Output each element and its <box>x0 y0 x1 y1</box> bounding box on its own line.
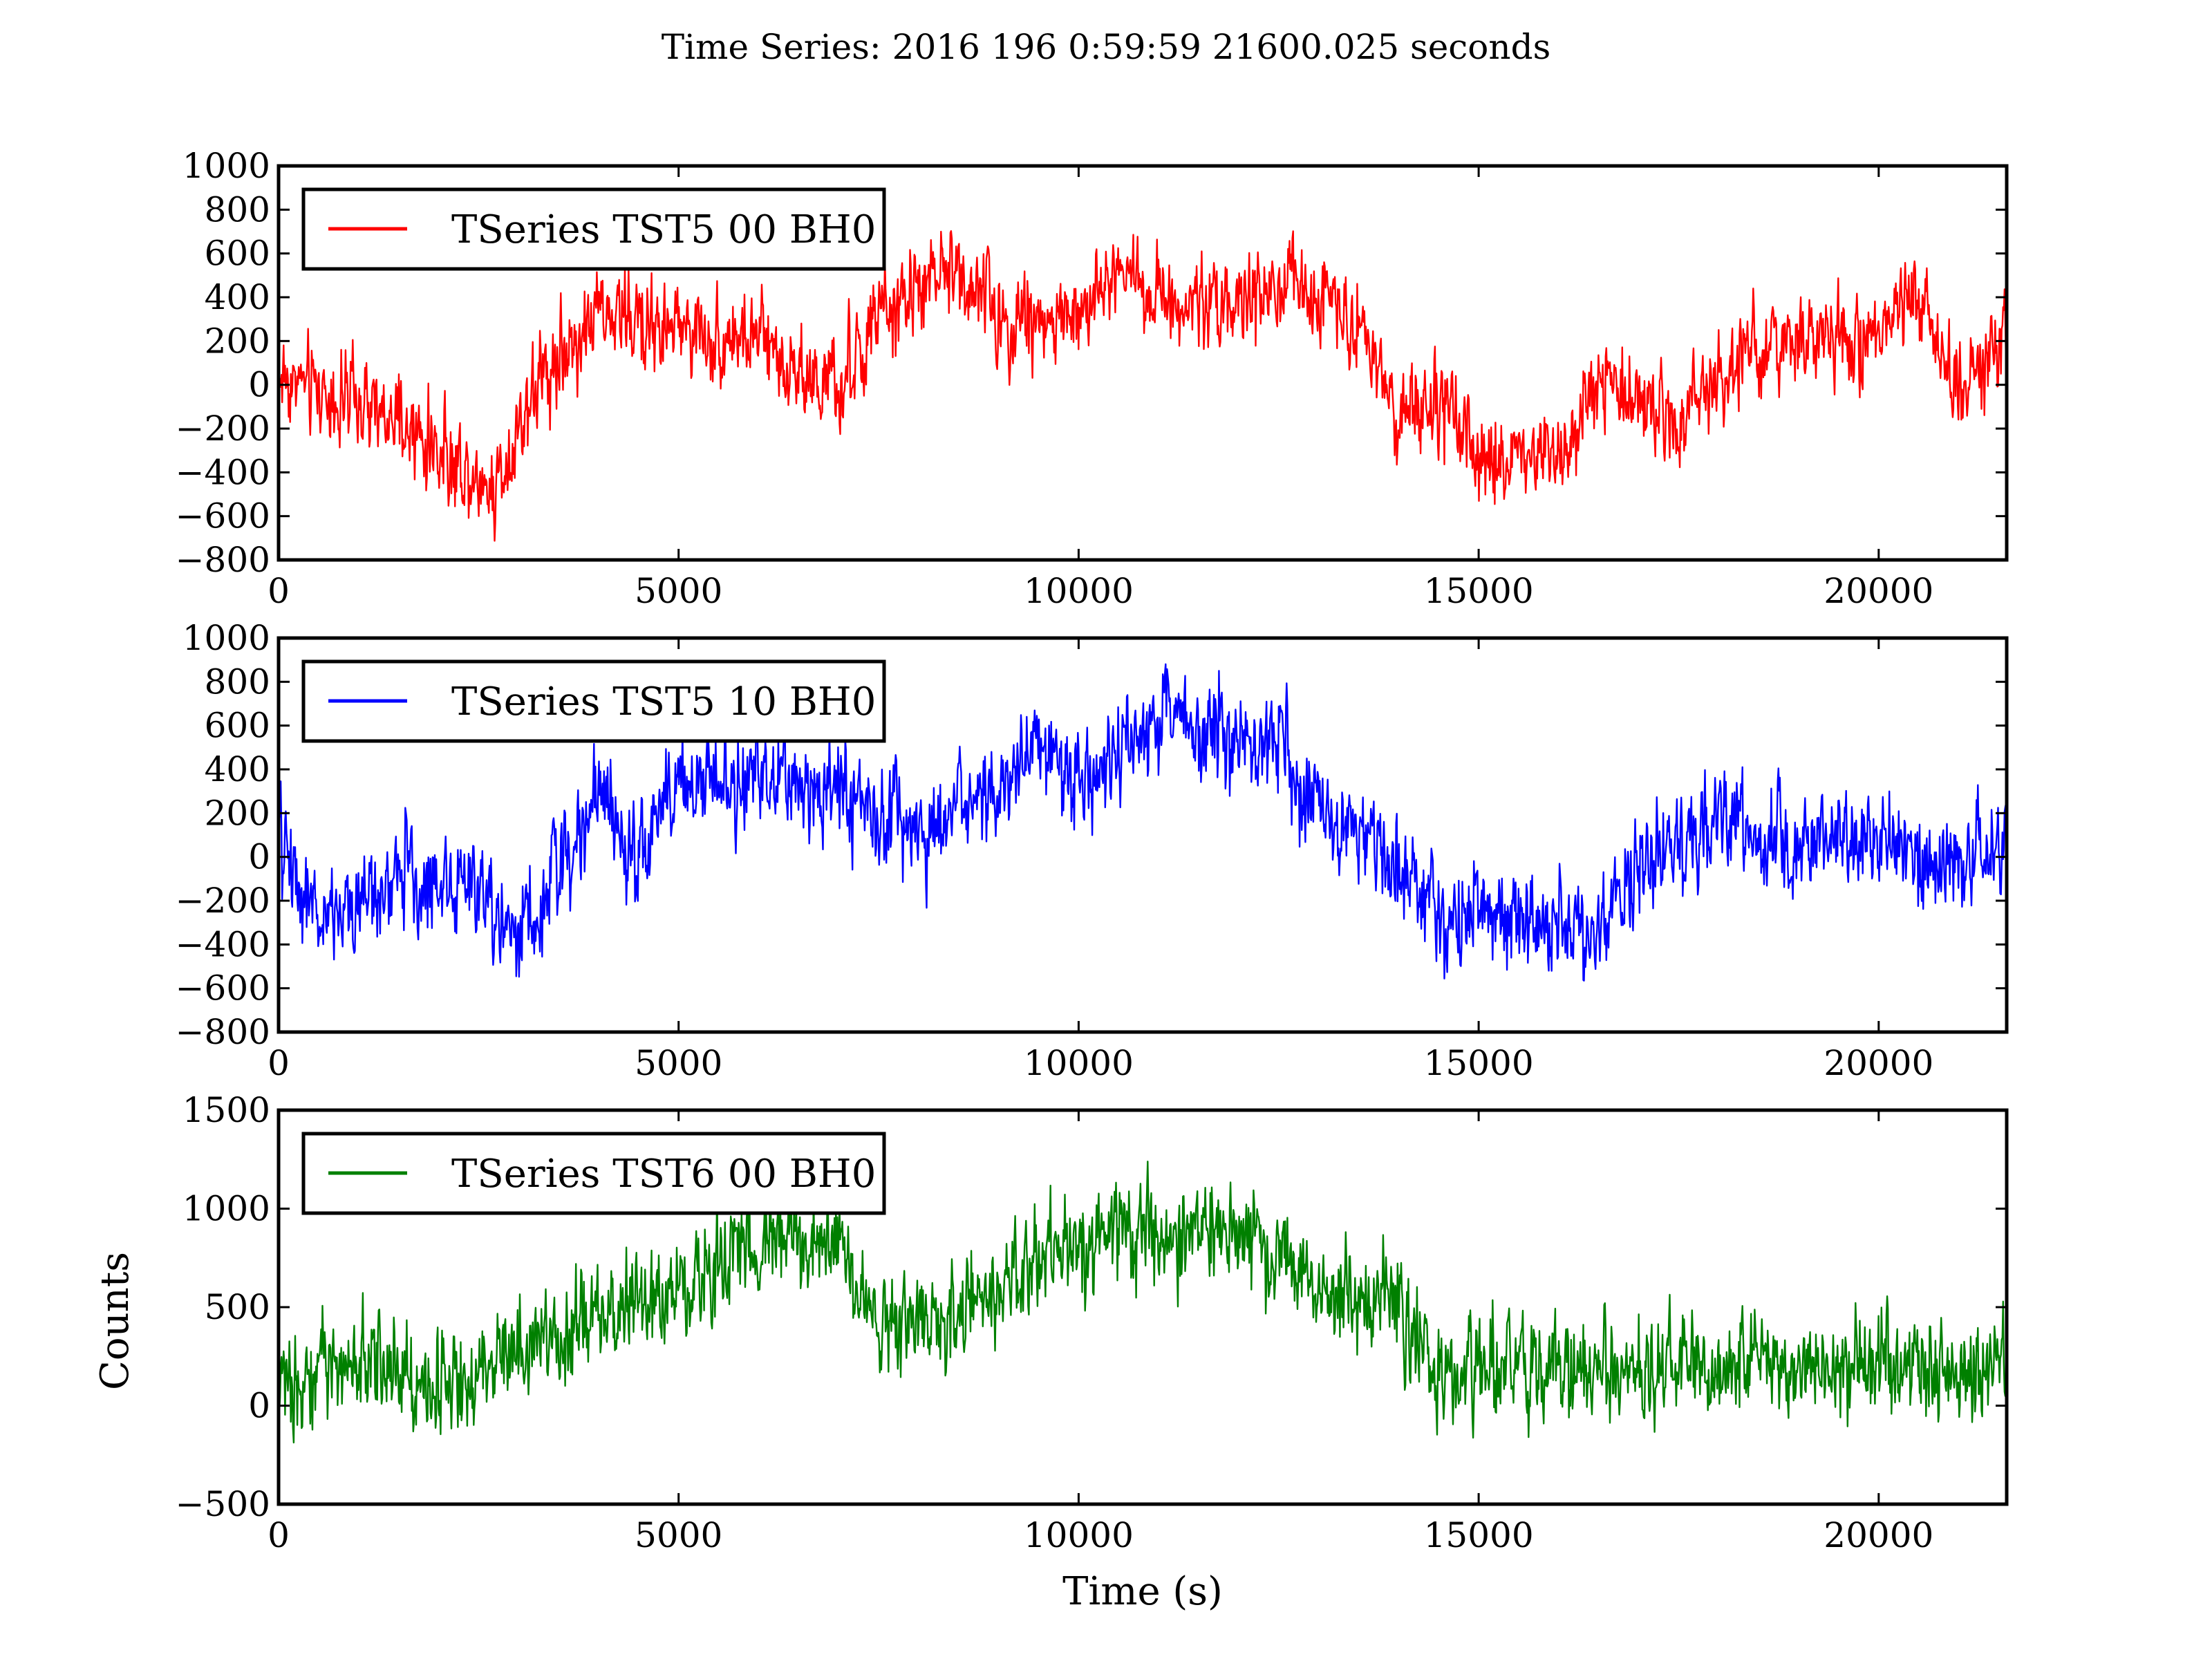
y-tick-label: 800 <box>205 189 270 229</box>
y-tick-label: −800 <box>176 540 270 580</box>
y-tick-label: 600 <box>205 706 270 746</box>
x-tick-label: 20000 <box>1824 1043 1933 1083</box>
series-line-3 <box>279 1161 2007 1444</box>
y-tick-label: 400 <box>205 749 270 789</box>
plot-frame-2 <box>276 636 2009 1034</box>
y-tick-label: 1000 <box>182 618 270 658</box>
y-tick-label: −400 <box>176 452 270 492</box>
legend-1: TSeries TST5 00 BH0 <box>301 187 886 271</box>
x-tick-label: 10000 <box>1024 1515 1134 1555</box>
y-axis-label: Counts <box>93 1252 138 1390</box>
x-tick-label: 15000 <box>1424 1043 1534 1083</box>
x-axis-label: Time (s) <box>1062 1569 1223 1614</box>
y-tick-label: −600 <box>176 968 270 1009</box>
y-tick-label: 0 <box>248 1386 270 1426</box>
x-tick-label: 0 <box>268 571 290 611</box>
x-tick-label: 15000 <box>1424 1515 1534 1555</box>
x-tick-label: 20000 <box>1824 571 1933 611</box>
x-tick-label: 10000 <box>1024 571 1134 611</box>
y-tick-label: 200 <box>205 321 270 361</box>
figure-title: Time Series: 2016 196 0:59:59 21600.025 … <box>662 27 1551 67</box>
y-tick-label: 500 <box>205 1287 270 1327</box>
y-tick-label: 1000 <box>182 146 270 186</box>
y-tick-label: −200 <box>176 409 270 449</box>
subplot-2: 0 5000 10000 15000 20000−800−600−400−2000200… <box>176 618 2009 1083</box>
subplot-3: 0 5000 10000 15000 20000−500050010001500TSer… <box>93 1090 2009 1614</box>
y-tick-label: 0 <box>248 365 270 405</box>
y-tick-label: 400 <box>205 277 270 317</box>
legend-label: TSeries TST5 10 BH0 <box>451 679 876 724</box>
y-tick-label: −800 <box>176 1012 270 1052</box>
x-tick-label: 15000 <box>1424 571 1534 611</box>
plot-frame-1 <box>276 164 2009 562</box>
y-tick-label: −500 <box>176 1484 270 1524</box>
y-tick-label: −400 <box>176 924 270 964</box>
series-line-2 <box>279 663 2007 982</box>
x-tick-label: 0 <box>268 1515 290 1555</box>
y-tick-label: −200 <box>176 881 270 921</box>
x-tick-label: 10000 <box>1024 1043 1134 1083</box>
legend-label: TSeries TST5 00 BH0 <box>451 207 876 252</box>
y-tick-label: 800 <box>205 662 270 702</box>
y-tick-label: 1500 <box>182 1090 270 1130</box>
x-tick-label: 5000 <box>635 571 722 611</box>
legend-2: TSeries TST5 10 BH0 <box>301 659 886 743</box>
legend-label: TSeries TST6 00 BH0 <box>451 1152 876 1197</box>
y-tick-label: 600 <box>205 234 270 274</box>
series-line-1 <box>279 230 2007 542</box>
x-tick-label: 20000 <box>1824 1515 1933 1555</box>
x-tick-label: 5000 <box>635 1043 722 1083</box>
y-tick-label: 0 <box>248 837 270 877</box>
legend-3: TSeries TST6 00 BH0 <box>301 1132 886 1215</box>
subplot-1: 0 5000 10000 15000 20000−800−600−400−2000200… <box>176 146 2009 611</box>
x-tick-label: 5000 <box>635 1515 722 1555</box>
y-tick-label: −600 <box>176 496 270 536</box>
y-tick-label: 200 <box>205 793 270 833</box>
y-tick-label: 1000 <box>182 1189 270 1229</box>
x-tick-label: 0 <box>268 1043 290 1083</box>
subplots: 0 5000 10000 15000 20000−800−600−400−2000200… <box>93 146 2009 1614</box>
